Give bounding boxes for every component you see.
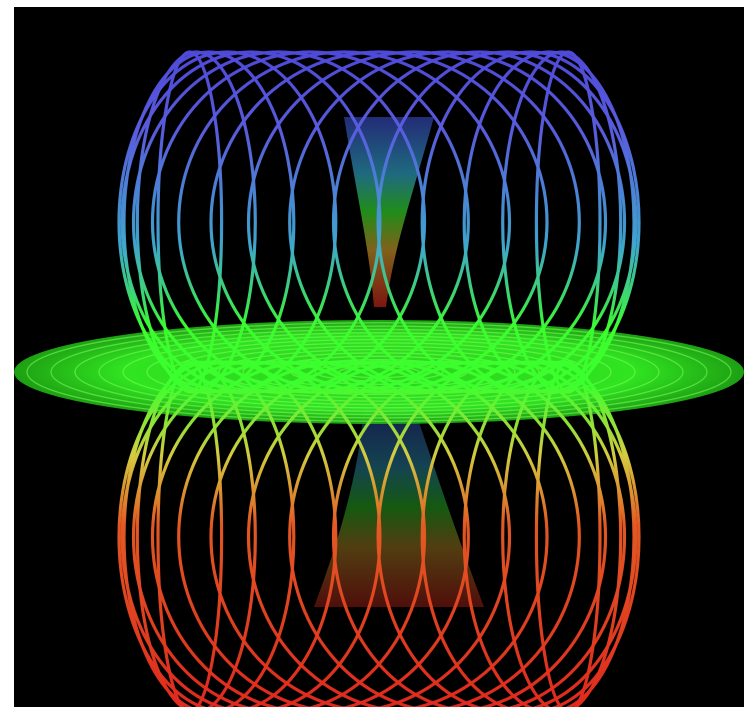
torus-image-frame bbox=[14, 7, 744, 707]
torus-field-illustration bbox=[14, 7, 744, 707]
central-throat bbox=[344, 117, 434, 307]
